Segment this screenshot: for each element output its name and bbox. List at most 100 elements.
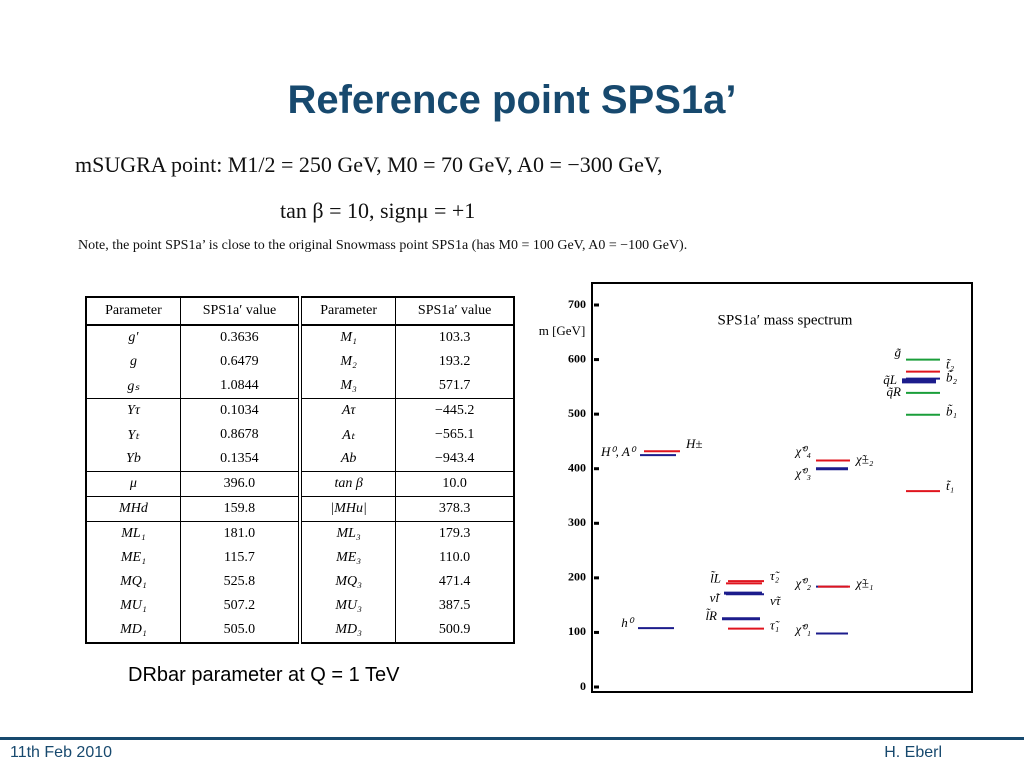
particle-label: χ̃±₁ <box>854 576 873 591</box>
table-row: Yb 0.1354 Ab −943.4 <box>85 447 514 472</box>
table-row: gₛ 1.0844 M₃ 571.7 <box>85 374 514 399</box>
parameter-cell: MQ₃ <box>297 570 396 594</box>
y-tick-label: 600 <box>568 351 586 365</box>
parameter-cell: MU₁ <box>85 594 181 618</box>
parameter-cell: g′ <box>85 325 181 350</box>
value-cell: 500.9 <box>395 618 514 643</box>
parameter-cell: Ab <box>297 447 396 472</box>
parameter-cell: g <box>85 350 181 374</box>
table-row: MHd 159.8 |MHu| 378.3 <box>85 496 514 522</box>
value-cell: 387.5 <box>395 594 514 618</box>
value-cell: 0.6479 <box>179 350 300 374</box>
particle-label: g̃ <box>895 345 902 360</box>
value-cell: 571.7 <box>395 374 514 399</box>
parameter-cell: Yb <box>85 447 181 472</box>
parameter-cell: MHd <box>85 496 181 522</box>
particle-label: χ̃⁰₄ <box>794 444 812 459</box>
parameter-cell: μ <box>85 471 181 497</box>
footer-rule <box>0 737 1024 740</box>
table-row: μ 396.0 tan β 10.0 <box>85 471 514 497</box>
particle-label: χ̃±₂ <box>854 452 874 467</box>
equation: tan β = 10, signμ = +1 <box>280 198 476 223</box>
y-axis-label: m [GeV] <box>539 323 586 338</box>
parameter-cell: ME₃ <box>297 546 396 570</box>
table-row: g 0.6479 M₂ 193.2 <box>85 350 514 374</box>
slide-title: Reference point SPS1a’ <box>287 78 737 122</box>
value-cell: 181.0 <box>179 521 300 546</box>
value-cell: 378.3 <box>395 496 514 522</box>
table-caption: DRbar parameter at Q = 1 TeV <box>128 664 400 686</box>
column-header: Parameter <box>297 297 396 326</box>
value-cell: 1.0844 <box>179 374 300 399</box>
value-cell: 525.8 <box>179 570 300 594</box>
value-cell: 505.0 <box>179 618 300 643</box>
column-header: SPS1a′ value <box>179 297 300 326</box>
particle-label: h⁰ <box>621 615 635 630</box>
particle-label: t̃₁ <box>946 478 954 493</box>
parameter-cell: MU₃ <box>297 594 396 618</box>
value-cell: −565.1 <box>395 423 514 447</box>
parameter-cell: ML₁ <box>85 521 181 546</box>
value-cell: 0.1034 <box>179 398 300 423</box>
particle-label: χ̃⁰₁ <box>794 622 811 637</box>
table-row: MQ₁ 525.8 MQ₃ 471.4 <box>85 570 514 594</box>
value-cell: 110.0 <box>395 546 514 570</box>
footer-author: H. Eberl <box>884 744 942 761</box>
note: Note, the point SPS1a’ is close to the o… <box>78 238 688 253</box>
parameter-cell: Yτ <box>85 398 181 423</box>
value-cell: 0.8678 <box>179 423 300 447</box>
column-header: SPS1a′ value <box>395 297 514 326</box>
parameter-cell: tan β <box>297 471 396 497</box>
particle-label: χ̃⁰₃ <box>794 466 811 481</box>
value-cell: 471.4 <box>395 570 514 594</box>
particle-label: χ̃⁰₂ <box>794 576 812 591</box>
chart-title: SPS1a′ mass spectrum <box>718 312 853 328</box>
footer-date: 11th Feb 2010 <box>10 744 113 761</box>
table-row: ML₁ 181.0 ML₃ 179.3 <box>85 521 514 546</box>
parameter-cell: MQ₁ <box>85 570 181 594</box>
particle-label: q̃L <box>883 372 897 387</box>
column-header: Parameter <box>85 297 181 326</box>
value-cell: 396.0 <box>179 471 300 497</box>
parameter-cell: M₃ <box>297 374 396 399</box>
parameter-cell: Aₜ <box>297 423 396 447</box>
parameter-cell: ML₃ <box>297 521 396 546</box>
particle-label: τ̃₁ <box>770 618 781 633</box>
parameter-cell: |MHu| <box>297 496 396 522</box>
particle-label: l̃R <box>705 608 717 623</box>
value-cell: 159.8 <box>179 496 300 522</box>
value-cell: 115.7 <box>179 546 300 570</box>
parameter-cell: M₂ <box>297 350 396 374</box>
y-tick-label: 300 <box>568 515 586 529</box>
parameter-table: Parameter SPS1a′ value Parameter SPS1a′ val… <box>85 296 515 644</box>
y-tick-label: 500 <box>568 406 586 420</box>
particle-label: b̃₂ <box>946 370 958 385</box>
table-row: Yτ 0.1034 Aτ −445.2 <box>85 398 514 423</box>
parameter-cell: gₛ <box>85 374 181 399</box>
particle-label: H⁰, A⁰ <box>600 444 637 459</box>
table-row: MD₁ 505.0 MD₃ 500.9 <box>85 618 514 643</box>
parameter-cell: M₁ <box>297 325 396 350</box>
table-row: g′ 0.3636 M₁ 103.3 <box>85 325 514 350</box>
chart-frame <box>591 282 973 693</box>
y-tick-label: 700 <box>568 297 586 311</box>
value-cell: 10.0 <box>395 471 514 497</box>
value-cell: −943.4 <box>395 447 514 472</box>
y-tick-label: 200 <box>568 570 586 584</box>
particle-label: ν̃τ <box>770 593 782 608</box>
value-cell: 179.3 <box>395 521 514 546</box>
y-tick-label: 400 <box>568 460 586 474</box>
parameter-cell: Aτ <box>297 398 396 423</box>
particle-label: τ̃₂ <box>770 568 781 583</box>
value-cell: 193.2 <box>395 350 514 374</box>
equation: mSUGRA point: M1/2 = 250 GeV, M0 = 70 Ge… <box>75 152 663 177</box>
particle-label: l̃L <box>710 570 721 585</box>
particle-label: H± <box>685 436 703 451</box>
particle-label: t̃₂ <box>946 357 955 372</box>
particle-label: q̃R <box>887 384 902 399</box>
y-tick-label: 100 <box>568 624 586 638</box>
parameter-cell: MD₃ <box>297 618 396 643</box>
table-row: MU₁ 507.2 MU₃ 387.5 <box>85 594 514 618</box>
table-row: Yₜ 0.8678 Aₜ −565.1 <box>85 423 514 447</box>
